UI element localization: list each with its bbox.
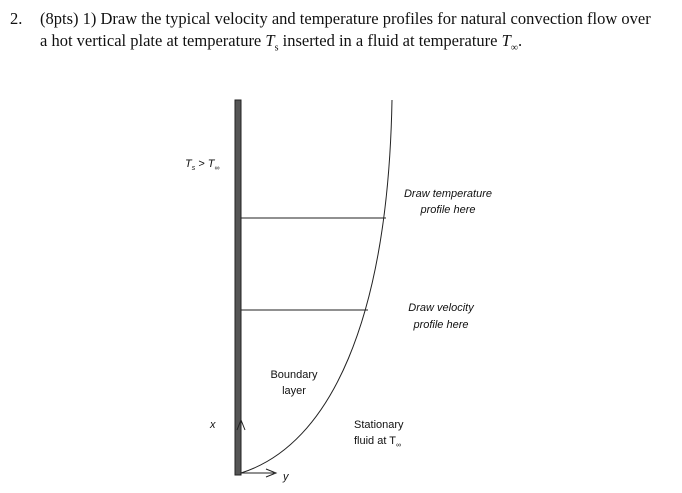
note-line: Draw temperature <box>404 188 492 200</box>
arrowhead <box>265 468 278 478</box>
question-text: a hot vertical plate at temperature <box>40 31 266 50</box>
y-axis-label: y <box>282 471 290 483</box>
subscript: ∞ <box>510 42 518 54</box>
note-line: Draw velocity <box>408 302 475 314</box>
subscript: ∞ <box>396 442 401 449</box>
x-axis-label: x <box>209 419 216 431</box>
condition-label: Ts > T∞ <box>185 158 220 172</box>
fluid-label: fluid at T∞ <box>354 435 401 449</box>
subscript: s <box>274 42 279 54</box>
question-number: 2. <box>10 9 23 28</box>
symbol: T <box>501 31 511 50</box>
arrowhead <box>236 418 246 431</box>
question-text: inserted in a fluid at temperature <box>278 31 502 50</box>
boundary-curve <box>240 99 393 474</box>
question: 2. (8pts) 1) Draw the typical velocity an… <box>10 8 651 59</box>
symbol: > T <box>195 158 216 170</box>
fluid-label: Stationary <box>354 419 404 431</box>
subscript: s <box>192 165 196 172</box>
question-line: a hot vertical plate at temperature Ts i… <box>10 30 651 59</box>
symbol: T <box>265 31 275 50</box>
boundary-label: Boundary <box>270 369 318 381</box>
note-line: profile here <box>419 204 475 216</box>
symbol: T <box>185 158 193 170</box>
question-line: 2. (8pts) 1) Draw the typical velocity an… <box>10 8 651 30</box>
boundary-label: layer <box>282 385 306 397</box>
fluid-text: fluid at T <box>354 435 396 447</box>
plate <box>234 99 242 476</box>
note-line: profile here <box>412 319 468 331</box>
question-text: (8pts) 1) Draw the typical velocity and … <box>40 9 651 28</box>
question-text: . <box>517 31 523 50</box>
subscript: ∞ <box>215 165 220 172</box>
